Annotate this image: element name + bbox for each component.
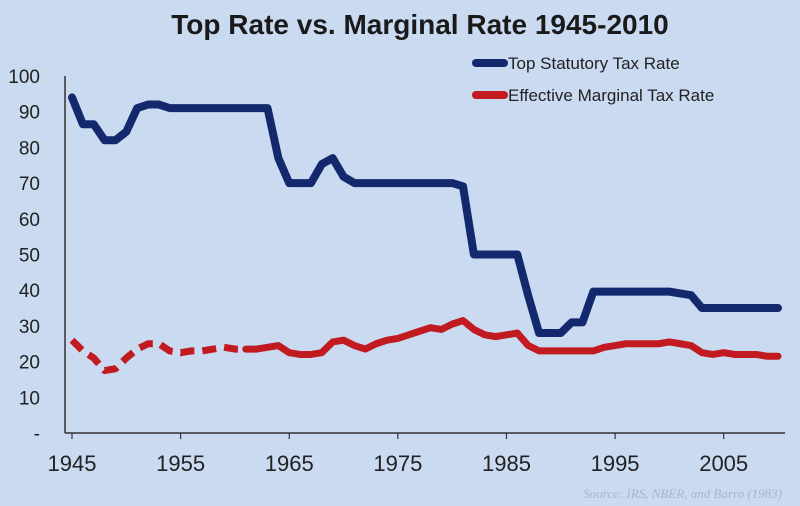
y-tick-label: 10 bbox=[19, 388, 40, 409]
source-note: Source: IRS, NBER, and Barro (1983) bbox=[583, 486, 782, 501]
y-tick-label: 80 bbox=[19, 138, 40, 159]
x-tick-label: 1965 bbox=[265, 451, 314, 476]
x-tick-label: 1995 bbox=[591, 451, 640, 476]
legend-label-top-statutory: Top Statutory Tax Rate bbox=[508, 54, 680, 73]
y-tick-label: 30 bbox=[19, 317, 40, 338]
y-tick-label: - bbox=[34, 424, 40, 445]
chart-title: Top Rate vs. Marginal Rate 1945-2010 bbox=[171, 9, 668, 40]
x-tick-label: 1955 bbox=[156, 451, 205, 476]
series-line-top-statutory-tax-rate bbox=[68, 93, 782, 338]
y-tick-label: 20 bbox=[19, 353, 40, 374]
legend-label-effective-marginal: Effective Marginal Tax Rate bbox=[508, 86, 714, 105]
x-tick-label: 2005 bbox=[699, 451, 748, 476]
legend: Top Statutory Tax Rate Effective Margina… bbox=[472, 54, 714, 105]
x-tick-label: 1975 bbox=[373, 451, 422, 476]
y-tick-label: 60 bbox=[19, 210, 40, 231]
data-series bbox=[68, 93, 782, 375]
y-tick-label: 90 bbox=[19, 103, 40, 124]
x-tick-label: 1945 bbox=[48, 451, 97, 476]
y-tick-label: 40 bbox=[19, 281, 40, 302]
series-line-effective-marginal-tax-rate-dashed bbox=[69, 337, 246, 375]
tick-labels: - 10 20 30 40 50 60 70 80 90 100 1945 1955 1965 1975 19… bbox=[8, 67, 748, 476]
y-tick-label: 50 bbox=[19, 246, 40, 267]
x-tick-label: 1985 bbox=[482, 451, 531, 476]
axes bbox=[64, 76, 785, 434]
series-line-effective-marginal-tax-rate bbox=[242, 317, 782, 360]
y-tick-label: 70 bbox=[19, 174, 40, 195]
y-tick-label: 100 bbox=[8, 67, 40, 88]
